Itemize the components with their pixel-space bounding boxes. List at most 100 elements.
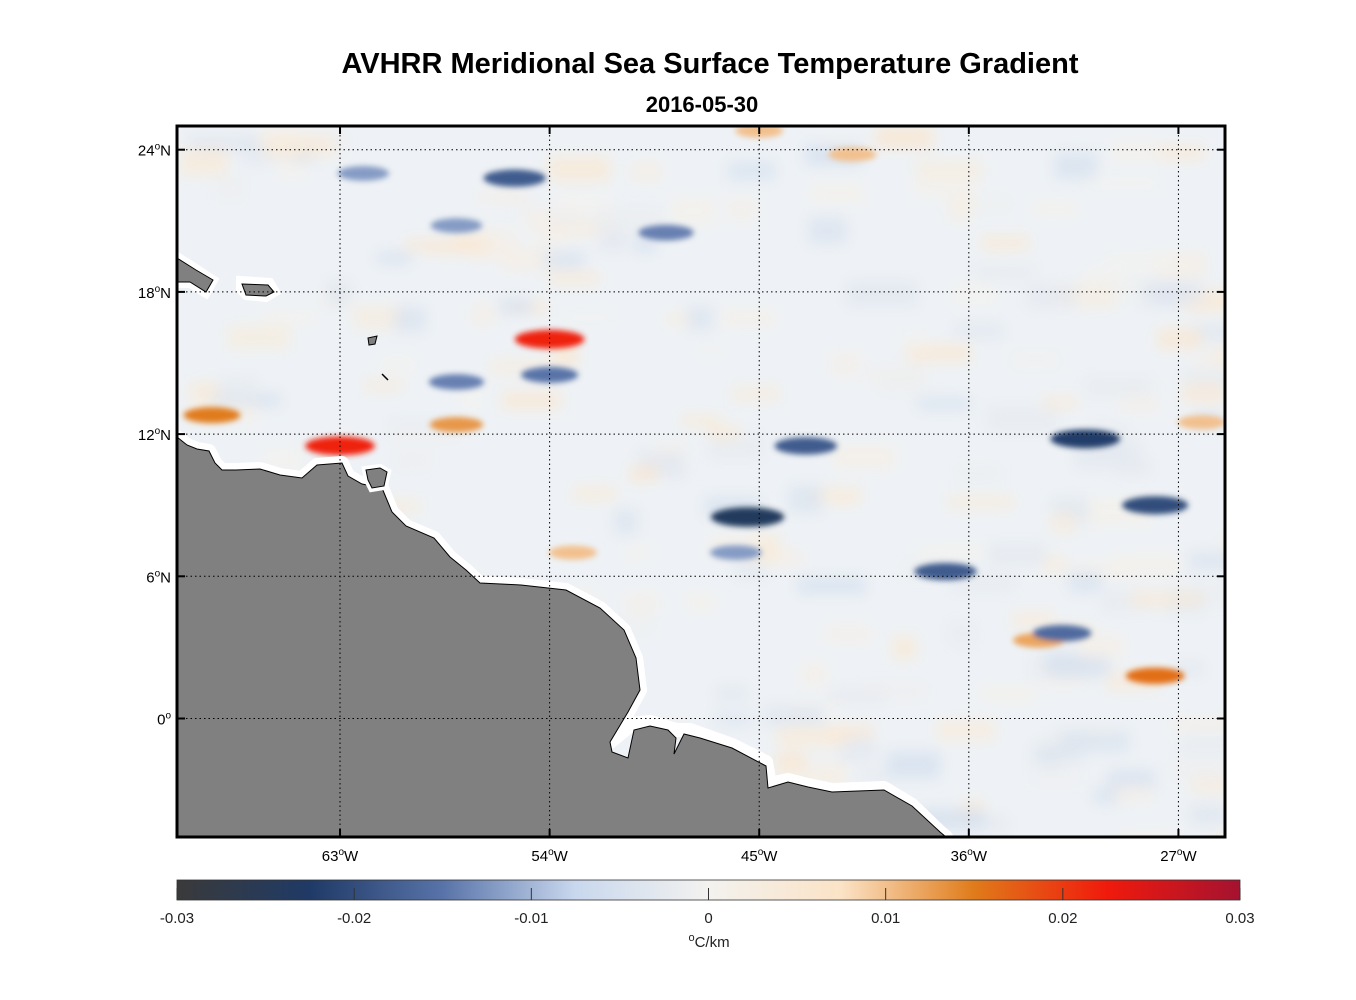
colorbar-tick-label: -0.03	[160, 910, 194, 927]
field-texture-patch	[1170, 757, 1225, 780]
field-texture-patch	[829, 352, 863, 377]
land-island-martinique	[381, 373, 389, 381]
field-texture-patch	[613, 508, 638, 535]
field-texture-patch	[720, 309, 776, 327]
field-texture-patch	[716, 687, 748, 700]
field-texture-patch	[549, 272, 599, 284]
field-texture-patch	[987, 543, 1047, 565]
field-texture-patch	[1157, 329, 1202, 349]
field-texture-patch	[886, 751, 940, 779]
field-texture-patch	[180, 148, 228, 176]
field-texture-patch	[819, 138, 870, 149]
field-texture-patch	[1111, 554, 1181, 577]
field-texture-patch	[499, 300, 533, 313]
map-frame	[175, 124, 1227, 839]
field-texture-patch	[1010, 350, 1061, 370]
field-texture-patch	[454, 223, 520, 236]
field-texture-patch	[948, 622, 975, 646]
field-texture-patch	[1159, 146, 1204, 160]
field-texture-patch	[800, 662, 828, 686]
field-texture-patch	[832, 445, 896, 470]
gradient-feature	[1032, 624, 1092, 642]
field-texture-patch	[951, 283, 996, 305]
graticule	[177, 126, 1225, 837]
field-texture-patch	[816, 760, 847, 777]
field-texture-patch	[217, 378, 257, 404]
lat-tick-label: 24oN	[138, 142, 171, 160]
field-texture-patch	[189, 382, 220, 399]
field-texture-patch	[547, 156, 611, 182]
gradient-feature	[774, 437, 837, 455]
field-texture-patch	[1200, 584, 1225, 605]
field-texture-patch	[530, 231, 567, 244]
field-texture-patch	[980, 816, 1008, 832]
field-texture-patch	[1044, 652, 1110, 676]
field-texture-patch	[1031, 771, 1080, 785]
field-texture-patch	[262, 311, 315, 324]
field-texture-patch	[681, 415, 720, 426]
field-texture-patch	[561, 312, 617, 323]
field-texture-patch	[981, 235, 1029, 250]
field-texture-patch	[1130, 591, 1202, 608]
unit-text: C/km	[695, 934, 730, 951]
field-texture-patch	[915, 160, 983, 179]
colorbar-ticks: -0.03 -0.02 -0.01 0 0.01 0.02 0.03	[160, 888, 1255, 927]
field-texture-patch	[1011, 611, 1054, 629]
field-texture-patch	[1211, 347, 1225, 363]
field-texture-patch	[623, 592, 660, 615]
field-texture-patch	[686, 593, 716, 612]
field-texture-patch	[875, 126, 934, 149]
field-texture-patch	[686, 307, 713, 330]
field-texture-patch	[788, 485, 822, 513]
field-texture-patch	[629, 465, 658, 482]
field-texture-patch	[1079, 634, 1124, 659]
field-texture-patch	[980, 686, 1036, 702]
field-texture-patch	[1088, 176, 1160, 190]
field-texture-patch	[524, 209, 553, 229]
field-texture-patch	[698, 344, 724, 355]
land-island-hispaniola	[177, 257, 214, 293]
field-texture-patch	[947, 496, 1014, 508]
field-texture-patch	[363, 379, 403, 392]
colorbar-tick-label: 0	[704, 910, 712, 927]
field-texture-patch	[476, 191, 527, 203]
gradient-feature	[514, 329, 585, 349]
field-texture-patch	[776, 727, 847, 747]
field-texture-patch	[394, 451, 431, 471]
field-texture-patch	[1190, 356, 1225, 368]
axis-ticks: 63oW 54oW 45oW 36oW 27oW 24oN 18oN 12oN 6oN 0o	[138, 126, 1225, 865]
field-texture-patch	[626, 546, 650, 560]
field-texture-patch	[1178, 735, 1225, 754]
lon-tick-label: 54oW	[531, 847, 568, 865]
field-texture-patch	[914, 178, 977, 197]
field-texture-patch	[1175, 662, 1204, 675]
land-island-puerto-rico	[241, 283, 275, 297]
field-texture-patch	[670, 197, 716, 226]
field-texture-patch	[264, 134, 334, 158]
field-texture-patch	[394, 307, 426, 332]
field-texture-patch	[1182, 382, 1225, 404]
field-texture-patch	[1119, 398, 1158, 412]
land-island-trinidad	[365, 467, 388, 489]
field-texture-patch	[1114, 785, 1153, 803]
lon-tick-label: 27oW	[1160, 847, 1197, 865]
gradient-feature	[548, 545, 597, 560]
lat-tick-label: 6oN	[146, 568, 171, 586]
field-texture-patch	[1187, 551, 1225, 571]
field-texture-patch	[543, 250, 585, 269]
field-texture-patch	[1027, 284, 1076, 309]
field-texture-patch	[376, 252, 411, 265]
colorbar-tick-label: 0.03	[1225, 910, 1254, 927]
gradient-feature	[1050, 429, 1121, 449]
field-texture-patch	[972, 264, 1036, 281]
field-texture-patch	[1031, 201, 1079, 217]
field-texture-patch	[969, 196, 1012, 211]
field-texture-patch	[798, 578, 866, 594]
lon-tick-label: 36oW	[951, 847, 988, 865]
field-texture-patch	[471, 303, 496, 326]
gradient-feature	[914, 562, 977, 581]
field-texture-patch	[956, 465, 1003, 481]
field-texture-patch	[1110, 141, 1162, 161]
field-texture-patch	[906, 344, 971, 362]
